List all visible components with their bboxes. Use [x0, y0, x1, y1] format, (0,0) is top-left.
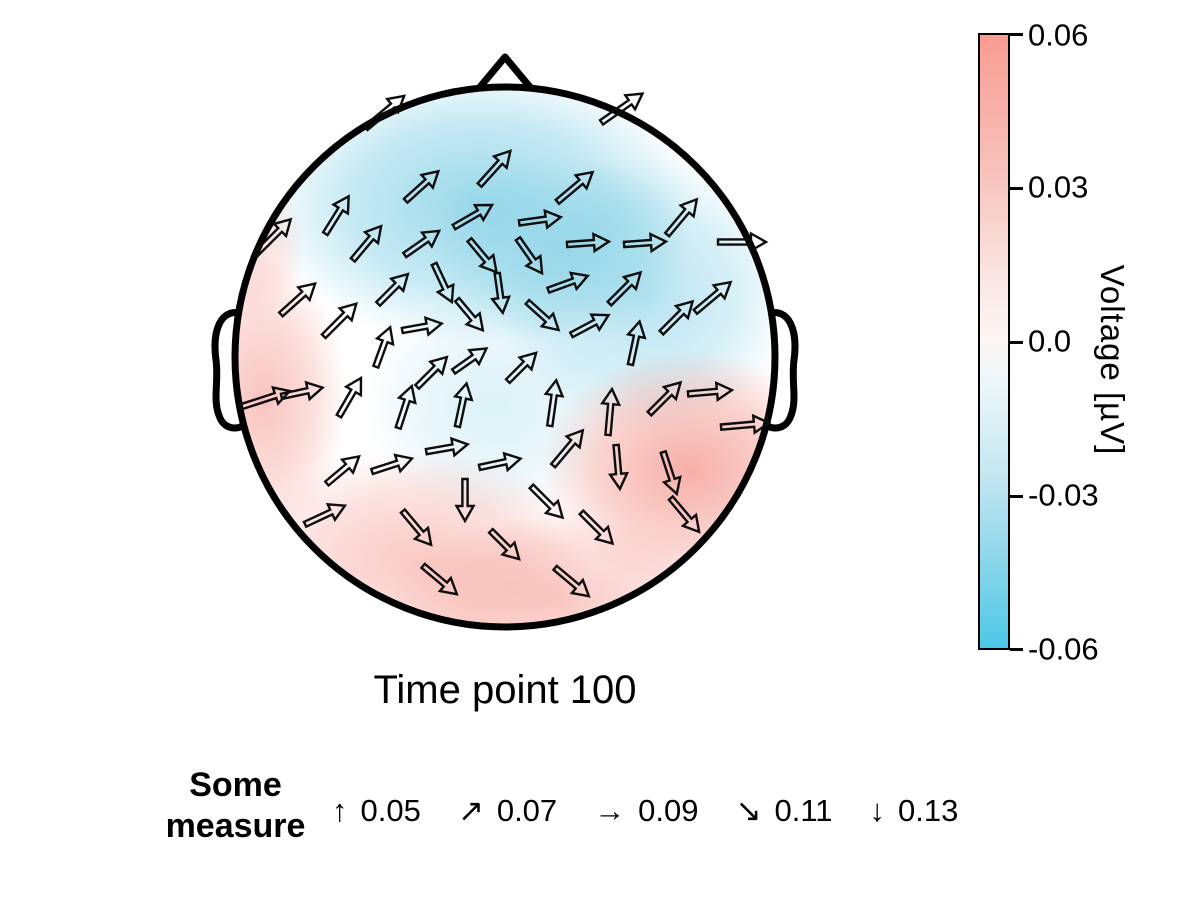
legend: ↑ 0.05 ↗ 0.07 → 0.09 ↘ 0.11 ↓ 0.13	[332, 790, 958, 832]
quiver-arrows	[237, 92, 772, 598]
quiver-arrow	[477, 451, 523, 473]
quiver-arrow	[645, 380, 683, 418]
quiver-arrow	[251, 217, 293, 259]
quiver-arrow	[369, 453, 415, 476]
legend-item: ↓ 0.13	[870, 793, 959, 829]
quiver-arrow	[605, 270, 643, 308]
quiver-arrow	[625, 319, 647, 367]
quiver-arrow	[659, 449, 682, 497]
quiver-arrow	[554, 170, 595, 206]
quiver-arrow	[362, 94, 407, 132]
quiver-arrow	[453, 296, 485, 333]
quiver-arrow	[475, 149, 513, 189]
right-arrow-icon: →	[594, 793, 626, 828]
quiver-arrow	[667, 494, 701, 534]
quiver-arrow	[452, 381, 474, 429]
colorbar-title: Voltage [µV]	[1094, 264, 1131, 456]
quiver-arrow	[454, 477, 476, 524]
legend-item: → 0.09	[594, 793, 698, 829]
quiver-arrow	[568, 313, 611, 339]
quiver-arrow	[321, 194, 350, 237]
quiver-arrow	[517, 208, 564, 230]
quiver-arrow	[465, 236, 499, 274]
quiver-arrow	[430, 261, 455, 305]
quiver-arrow	[551, 564, 591, 598]
colorbar	[978, 33, 1010, 650]
quiver-arrow	[716, 231, 769, 253]
colorbar-tick-label: 0.03	[1028, 169, 1089, 205]
quiver-arrow	[399, 507, 433, 547]
quiver-arrow	[323, 454, 361, 488]
quiver-arrow	[600, 386, 622, 437]
colorbar-tick	[1010, 495, 1023, 498]
colorbar-tick	[1010, 648, 1023, 651]
legend-item: ↘ 0.11	[736, 793, 833, 829]
legend-value: 0.07	[496, 793, 558, 828]
quiver-arrow	[349, 224, 383, 264]
quiver-arrow	[394, 383, 417, 431]
quiver-arrow	[451, 203, 495, 231]
quiver-arrow	[320, 302, 358, 340]
up-right-arrow-icon: ↗	[457, 793, 484, 828]
quiver-arrow	[523, 298, 561, 332]
quiver-arrow	[504, 351, 538, 385]
quiver-arrow	[598, 92, 645, 127]
quiver-arrow	[545, 271, 591, 295]
quiver-arrow	[419, 562, 459, 596]
quiver-arrow	[692, 280, 733, 316]
quiver-arrow	[719, 413, 772, 435]
quiver-arrow	[401, 229, 442, 259]
quiver-arrow	[413, 355, 449, 391]
quiver-arrow	[577, 508, 615, 546]
colorbar-tick-label: 0.0	[1028, 323, 1072, 359]
quiver-arrow	[543, 377, 565, 428]
quiver-arrow	[371, 324, 395, 370]
quiver-arrow	[549, 428, 585, 469]
colorbar-tick-label: 0.06	[1028, 17, 1089, 53]
head-outline	[231, 83, 779, 631]
quiver-arrow	[527, 482, 565, 520]
quiver-arrow	[302, 502, 348, 529]
quiver-arrow	[402, 169, 441, 205]
quiver-arrow	[450, 347, 489, 376]
legend-value: 0.13	[898, 793, 959, 828]
quiver-arrow	[335, 375, 363, 419]
colorbar-tick-label: -0.06	[1028, 631, 1099, 667]
quiver-arrow	[607, 443, 630, 492]
legend-value: 0.09	[638, 793, 699, 828]
quiver-arrow	[663, 197, 699, 238]
quiver-arrow	[565, 232, 612, 254]
quiver-arrow	[686, 380, 735, 403]
legend-value: 0.05	[360, 793, 421, 828]
legend-value: 0.11	[774, 793, 833, 828]
quiver-arrow	[514, 235, 544, 276]
quiver-arrow	[622, 232, 669, 254]
colorbar-tick	[1010, 341, 1023, 344]
down-arrow-icon: ↓	[869, 793, 886, 828]
up-arrow-icon: ↑	[332, 793, 348, 828]
legend-title-line1: Some	[189, 766, 282, 804]
quiver-arrow	[374, 272, 410, 308]
quiver-arrow	[277, 281, 317, 319]
quiver-arrow	[487, 527, 521, 561]
quiver-arrow	[657, 299, 695, 337]
legend-item: ↗ 0.07	[458, 793, 557, 829]
colorbar-tick-label: -0.03	[1028, 477, 1099, 513]
colorbar-tick	[1010, 187, 1023, 190]
quiver-arrow	[400, 315, 445, 337]
quiver-arrow	[279, 380, 325, 402]
colorbar-tick	[1010, 33, 1023, 36]
plot-title: Time point 100	[373, 668, 637, 712]
legend-title-line2: measure	[165, 807, 306, 845]
quiver-arrow	[424, 436, 471, 458]
legend-title: Some measure	[138, 765, 333, 847]
quiver-arrow	[490, 271, 511, 316]
legend-item: ↑ 0.05	[332, 793, 421, 829]
down-right-arrow-icon: ↘	[735, 793, 762, 828]
